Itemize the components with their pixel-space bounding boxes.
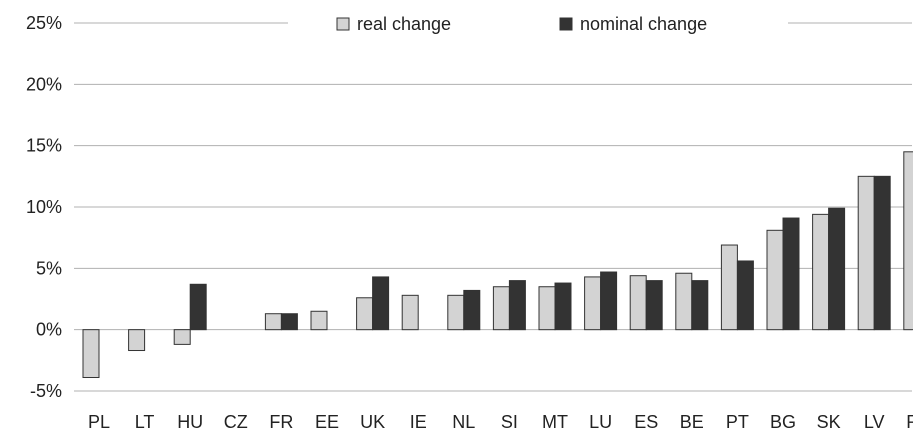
x-tick-label: EE (315, 412, 339, 432)
bar-nominal-change-si (508, 280, 526, 331)
bar-nominal-change-lv (873, 175, 891, 331)
x-tick-label: CZ (224, 412, 248, 432)
bar-real-change-be (675, 272, 693, 331)
bar-nominal-change-lu (600, 271, 618, 331)
bar-real-change-fr (264, 313, 282, 331)
y-tick-label: 15% (26, 136, 62, 156)
x-tick-label: RO (906, 412, 913, 432)
x-tick-label: PT (726, 412, 749, 432)
bar-real-change-ro (903, 151, 913, 331)
y-tick-label: 0% (36, 320, 62, 340)
x-tick-label: HU (177, 412, 203, 432)
y-tick-label: 10% (26, 197, 62, 217)
bar-real-change-lu (584, 276, 602, 331)
bar-real-change-bg (766, 229, 784, 331)
x-tick-label: FR (269, 412, 293, 432)
x-tick-label: IE (410, 412, 427, 432)
bar-nominal-change-fr (280, 313, 298, 331)
x-tick-label: NL (452, 412, 475, 432)
legend: real change nominal change (288, 8, 788, 40)
grid-lines (74, 22, 912, 392)
bars (82, 151, 913, 379)
x-tick-label: BG (770, 412, 796, 432)
y-tick-label: -5% (30, 381, 62, 401)
y-tick-label: 5% (36, 258, 62, 278)
bar-nominal-change-uk (372, 276, 390, 331)
x-tick-label: MT (542, 412, 568, 432)
bar-nominal-change-sk (828, 207, 846, 331)
bar-nominal-change-nl (463, 289, 481, 331)
y-axis: 25% 20% 15% 10% 5% 0% -5% (26, 13, 62, 401)
x-tick-label: LT (135, 412, 155, 432)
x-axis: PL LT HU CZ FR EE UK IE NL SI MT LU ES BE PT BG SK LV RO (88, 412, 913, 432)
y-tick-label: 20% (26, 74, 62, 94)
x-tick-label: ES (634, 412, 658, 432)
legend-swatch-nominal-change (559, 17, 573, 31)
bar-real-change-lt (128, 329, 146, 352)
x-tick-label: PL (88, 412, 110, 432)
bar-real-change-ie (401, 294, 419, 331)
bar-real-change-hu (173, 329, 191, 345)
legend-background (288, 8, 788, 40)
bar-nominal-change-es (645, 280, 663, 331)
bar-nominal-change-be (691, 280, 709, 331)
legend-label-real-change: real change (357, 14, 451, 34)
y-tick-label: 25% (26, 13, 62, 33)
bar-real-change-nl (447, 294, 465, 331)
bar-real-change-uk (356, 297, 374, 331)
bar-nominal-change-mt (554, 282, 572, 331)
bar-real-change-sk (812, 213, 830, 331)
bar-real-change-mt (538, 286, 556, 331)
bar-real-change-ee (310, 310, 328, 331)
x-tick-label: LU (589, 412, 612, 432)
bar-real-change-es (629, 275, 647, 331)
x-tick-label: LV (864, 412, 885, 432)
bar-nominal-change-bg (782, 217, 800, 331)
bar-real-change-si (492, 286, 510, 331)
legend-swatch-real-change (336, 17, 350, 31)
legend-label-nominal-change: nominal change (580, 14, 707, 34)
bar-real-change-pt (720, 244, 738, 331)
bar-real-change-pl (82, 329, 100, 379)
x-tick-label: UK (360, 412, 385, 432)
bar-real-change-lv (857, 175, 875, 331)
x-tick-label: SI (501, 412, 518, 432)
bar-nominal-change-hu (189, 283, 207, 331)
x-tick-label: SK (817, 412, 841, 432)
x-tick-label: BE (680, 412, 704, 432)
bar-nominal-change-pt (736, 260, 754, 331)
